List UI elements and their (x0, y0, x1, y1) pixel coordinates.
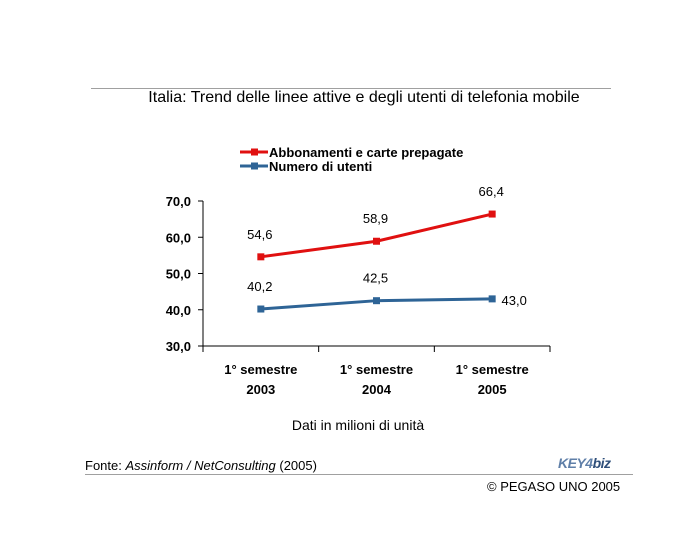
x-axis-label: Dati in milioni di unità (292, 417, 424, 433)
data-point (373, 237, 380, 245)
data-label: 58,9 (363, 211, 388, 226)
y-tick-label: 50,0 (166, 267, 191, 282)
data-point (488, 210, 496, 218)
x-tick-label: 1° semestre (224, 362, 297, 377)
source-note: Fonte: Assinform / NetConsulting (2005) (85, 458, 317, 473)
chart-title: Italia: Trend delle linee attive e degli… (148, 89, 580, 106)
x-tick-label: 1° semestre (456, 362, 529, 377)
legend-label: Abbonamenti e carte prepagate (269, 145, 463, 160)
legend-marker (251, 162, 258, 170)
x-tick-label: 1° semestre (340, 362, 413, 377)
y-tick-label: 60,0 (166, 230, 191, 245)
top-rule (91, 88, 611, 89)
legend-marker (251, 148, 258, 156)
data-point (257, 305, 265, 313)
data-point (488, 295, 496, 303)
x-tick-label: 2004 (362, 382, 392, 397)
data-label: 40,2 (247, 279, 272, 294)
data-point (373, 297, 380, 305)
bottom-rule (85, 474, 633, 475)
x-tick-label: 2005 (478, 382, 507, 397)
legend-label: Numero di utenti (269, 159, 372, 174)
data-label: 66,4 (479, 184, 504, 199)
y-tick-label: 40,0 (166, 303, 191, 318)
copyright-text: © PEGASO UNO 2005 (487, 479, 621, 494)
data-label: 42,5 (363, 271, 388, 286)
data-label: 43,0 (502, 293, 527, 308)
data-label: 54,6 (247, 227, 272, 242)
y-tick-label: 70,0 (166, 194, 191, 209)
y-tick-label: 30,0 (166, 339, 191, 354)
data-point (257, 253, 265, 261)
key4biz-logo: KEY4biz (558, 455, 611, 471)
x-tick-label: 2003 (246, 382, 275, 397)
